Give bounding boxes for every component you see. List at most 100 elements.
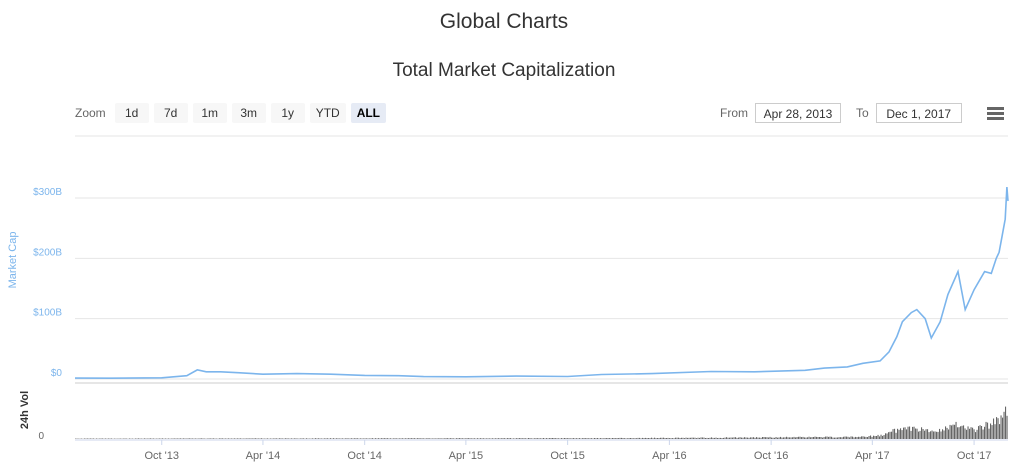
volume-bar <box>367 438 369 439</box>
volume-bar <box>414 438 416 439</box>
volume-bar <box>661 437 663 439</box>
volume-bar <box>870 435 872 439</box>
volume-bar <box>831 436 833 439</box>
volume-bar <box>354 438 356 439</box>
zoom-1d-button[interactable]: 1d <box>114 103 149 123</box>
volume-bar <box>637 437 639 439</box>
volume-bar <box>814 436 816 439</box>
volume-bar <box>957 427 959 439</box>
volume-bar <box>844 436 846 439</box>
volume-bar <box>892 429 894 439</box>
volume-bar <box>549 438 551 439</box>
volume-bar <box>718 437 720 439</box>
volume-bar <box>679 438 681 439</box>
volume-bar <box>769 436 771 439</box>
volume-bar <box>435 438 437 439</box>
volume-bar <box>565 438 567 439</box>
from-date-input[interactable]: Apr 28, 2013 <box>755 103 841 123</box>
volume-bar <box>517 438 519 439</box>
volume-bar <box>580 438 582 439</box>
volume-bar <box>334 438 336 439</box>
volume-bar <box>148 438 150 439</box>
volume-bar <box>85 438 87 439</box>
zoom-3m-button[interactable]: 3m <box>231 103 266 123</box>
volume-bar <box>556 438 558 439</box>
y-axis-label: Market Cap <box>7 232 19 289</box>
x-tick-label: Oct '16 <box>754 450 789 462</box>
volume-bar <box>768 437 770 439</box>
volume-bar <box>462 438 464 439</box>
volume-bar <box>837 437 839 439</box>
volume-bar <box>784 437 786 439</box>
volume-bar <box>589 438 591 439</box>
volume-bar <box>607 438 609 439</box>
volume-bar <box>933 431 935 439</box>
volume-bar <box>484 438 486 439</box>
zoom-1y-button[interactable]: 1y <box>270 103 305 123</box>
volume-bar <box>346 438 348 439</box>
volume-bar <box>849 437 851 439</box>
volume-bar <box>240 438 242 439</box>
volume-bar <box>511 438 513 439</box>
hamburger-menu-icon[interactable] <box>987 107 1004 121</box>
volume-bar <box>723 437 725 439</box>
y-tick-label: $0 <box>51 368 63 379</box>
volume-bar <box>828 436 830 439</box>
page-title: Global Charts <box>439 10 569 33</box>
volume-bar <box>936 431 938 439</box>
volume-bar <box>460 438 462 439</box>
volume-bar <box>880 434 882 439</box>
zoom-bar: Zoom 1d 7d 1m 3m 1y YTD ALL <box>75 102 387 124</box>
volume-bar <box>733 437 735 439</box>
zoom-ytd-button[interactable]: YTD <box>309 103 346 123</box>
volume-bar <box>418 438 420 439</box>
volume-bar <box>949 424 951 439</box>
volume-bar <box>750 437 752 439</box>
zoom-7d-button[interactable]: 7d <box>153 103 188 123</box>
volume-bar <box>973 429 975 439</box>
volume-bar <box>847 436 849 439</box>
volume-bar <box>505 438 507 439</box>
volume-bar <box>775 437 777 439</box>
volume-bar <box>835 437 837 439</box>
volume-bar <box>786 436 788 439</box>
volume-bar <box>823 437 825 439</box>
volume-bar <box>714 437 716 439</box>
volume-bar <box>564 438 566 439</box>
x-tick-label: Apr '16 <box>652 450 687 462</box>
volume-bar <box>619 437 621 439</box>
volume-bar <box>459 438 461 439</box>
zoom-1m-button[interactable]: 1m <box>192 103 227 123</box>
volume-bar <box>316 438 318 439</box>
volume-bar <box>840 437 842 439</box>
volume-bar <box>490 438 492 439</box>
volume-bar <box>526 438 528 439</box>
volume-bar <box>360 438 362 439</box>
volume-bar <box>691 437 693 439</box>
volume-bar <box>525 438 527 439</box>
volume-bar <box>787 437 789 439</box>
volume-bar <box>160 438 162 439</box>
volume-bar <box>289 438 291 439</box>
volume-bar <box>600 438 602 439</box>
volume-bar <box>423 438 425 439</box>
volume-bar <box>363 438 365 439</box>
volume-bar <box>853 437 855 439</box>
volume-bar <box>384 438 386 439</box>
volume-bar <box>466 438 468 439</box>
volume-bar <box>628 438 630 439</box>
zoom-all-button[interactable]: ALL <box>350 103 387 123</box>
volume-bar <box>967 426 969 439</box>
volume-bar <box>504 438 506 439</box>
volume-bar <box>900 428 902 439</box>
volume-bar <box>640 438 642 439</box>
volume-bar <box>876 436 878 439</box>
volume-bar <box>981 426 983 439</box>
volume-bar <box>609 438 611 439</box>
to-date-input[interactable]: Dec 1, 2017 <box>875 103 962 123</box>
volume-bar <box>225 438 227 439</box>
volume-bar <box>964 428 966 439</box>
volume-bar <box>261 438 263 439</box>
volume-bar <box>108 438 110 439</box>
volume-bar <box>970 427 972 439</box>
